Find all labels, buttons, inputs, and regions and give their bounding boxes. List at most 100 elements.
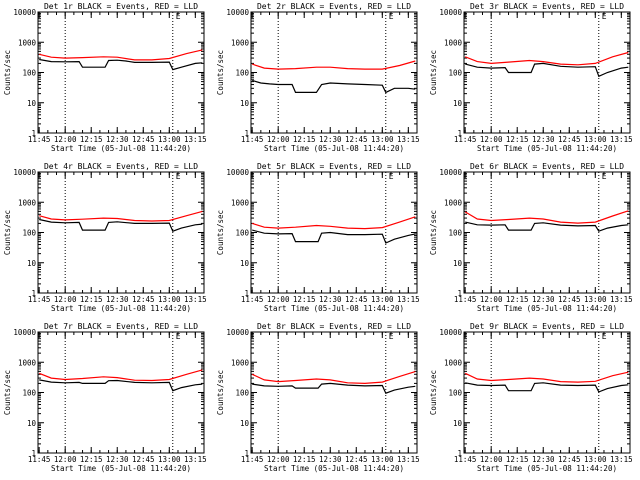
series-lld-line bbox=[38, 369, 203, 382]
x-tick-label: 12:30 bbox=[319, 295, 342, 304]
x-tick-label: 12:00 bbox=[480, 455, 503, 464]
panel-det-9r: 1 10 100 1000 10000 11:45 12:00 12:15 12:30 12:45… bbox=[429, 322, 633, 473]
x-tick-label: 12:45 bbox=[132, 455, 155, 464]
x-tick-label: 13:00 bbox=[584, 135, 607, 144]
series-lld-line bbox=[39, 210, 203, 222]
x-axis-label: Start Time (05-Jul-08 11:44:20) bbox=[51, 464, 191, 473]
series-events-line bbox=[39, 58, 203, 71]
x-tick-label: 13:15 bbox=[397, 455, 420, 464]
series-events-line bbox=[252, 79, 416, 94]
y-tick-label: 10 bbox=[453, 259, 463, 268]
panel-title: Det 4r BLACK = Events, RED = LLD bbox=[44, 162, 198, 171]
y-tick-label: 100 bbox=[22, 69, 36, 78]
plot-frame bbox=[463, 331, 631, 454]
y-tick-label: 10 bbox=[27, 419, 37, 428]
x-tick-label: 12:45 bbox=[558, 135, 581, 144]
y-tick-label: 1000 bbox=[444, 358, 463, 367]
top-marker-label: E bbox=[602, 172, 607, 181]
y-axis-label: Counts/sec bbox=[3, 210, 12, 255]
x-tick-label: 13:15 bbox=[184, 135, 207, 144]
y-tick-label: 10 bbox=[240, 99, 250, 108]
x-tick-label: 11:45 bbox=[241, 295, 264, 304]
top-marker-label: E bbox=[176, 332, 181, 341]
x-axis-label: Start Time (05-Jul-08 11:44:20) bbox=[477, 144, 617, 153]
panel-title: Det 1r BLACK = Events, RED = LLD bbox=[44, 2, 198, 11]
panel-title: Det 3r BLACK = Events, RED = LLD bbox=[470, 2, 624, 11]
x-tick-label: 13:15 bbox=[397, 135, 420, 144]
plot-frame bbox=[250, 11, 418, 134]
x-tick-label: 11:45 bbox=[28, 135, 51, 144]
y-tick-label: 1000 bbox=[18, 198, 37, 207]
top-marker-label: E bbox=[176, 172, 181, 181]
x-tick-label: 12:30 bbox=[319, 135, 342, 144]
top-marker-label: E bbox=[176, 12, 181, 21]
y-tick-label: 1 bbox=[244, 449, 249, 458]
x-axis-label: Start Time (05-Jul-08 11:44:20) bbox=[477, 304, 617, 313]
x-axis-label: Start Time (05-Jul-08 11:44:20) bbox=[51, 304, 191, 313]
y-tick-label: 100 bbox=[22, 389, 36, 398]
y-tick-label: 1 bbox=[31, 289, 36, 298]
x-tick-label: 13:15 bbox=[184, 455, 207, 464]
panel-title: Det 2r BLACK = Events, RED = LLD bbox=[257, 2, 411, 11]
panel-det-1r: 1 10 100 1000 10000 11:45 12:00 12:15 12:30 12:45… bbox=[3, 2, 207, 153]
x-tick-label: 12:00 bbox=[267, 455, 290, 464]
panel-det-6r: 1 10 100 1000 10000 11:45 12:00 12:15 12:30 12:45… bbox=[429, 162, 633, 313]
series-events-line bbox=[39, 379, 203, 392]
top-marker-label: E bbox=[602, 12, 607, 21]
y-tick-label: 1000 bbox=[231, 38, 250, 47]
series-lld-line bbox=[464, 210, 629, 224]
y-tick-label: 1000 bbox=[444, 38, 463, 47]
panel-title: Det 9r BLACK = Events, RED = LLD bbox=[470, 322, 624, 331]
x-axis-label: Start Time (05-Jul-08 11:44:20) bbox=[51, 144, 191, 153]
top-marker-label: E bbox=[389, 332, 394, 341]
x-axis-label: Start Time (05-Jul-08 11:44:20) bbox=[264, 304, 404, 313]
series-lld-line bbox=[252, 60, 416, 70]
y-tick-label: 10000 bbox=[226, 8, 249, 17]
y-tick-label: 100 bbox=[448, 229, 462, 238]
x-tick-label: 12:15 bbox=[293, 455, 316, 464]
y-tick-label: 1 bbox=[31, 129, 36, 138]
x-tick-label: 12:15 bbox=[506, 295, 529, 304]
y-tick-label: 1000 bbox=[18, 38, 37, 47]
series-events-line bbox=[39, 218, 203, 232]
x-axis-label: Start Time (05-Jul-08 11:44:20) bbox=[264, 144, 404, 153]
x-tick-label: 12:45 bbox=[345, 295, 368, 304]
x-tick-label: 11:45 bbox=[454, 135, 477, 144]
y-tick-label: 10000 bbox=[13, 328, 36, 337]
x-tick-label: 13:15 bbox=[610, 455, 633, 464]
x-tick-label: 12:15 bbox=[80, 295, 103, 304]
x-tick-label: 12:00 bbox=[267, 295, 290, 304]
y-tick-label: 100 bbox=[235, 229, 249, 238]
x-tick-label: 13:00 bbox=[158, 295, 181, 304]
y-axis-label: Counts/sec bbox=[216, 210, 225, 255]
series-lld-line bbox=[464, 371, 629, 383]
x-tick-label: 13:15 bbox=[610, 135, 633, 144]
y-tick-label: 10000 bbox=[226, 168, 249, 177]
x-tick-label: 12:30 bbox=[532, 455, 555, 464]
y-tick-label: 1000 bbox=[231, 198, 250, 207]
x-tick-label: 12:45 bbox=[132, 135, 155, 144]
x-tick-label: 12:45 bbox=[558, 455, 581, 464]
y-tick-label: 100 bbox=[448, 389, 462, 398]
y-tick-label: 10000 bbox=[226, 328, 249, 337]
y-tick-label: 10000 bbox=[439, 168, 462, 177]
x-tick-label: 12:15 bbox=[293, 135, 316, 144]
x-tick-label: 12:45 bbox=[132, 295, 155, 304]
y-tick-label: 1 bbox=[244, 289, 249, 298]
y-tick-label: 10 bbox=[27, 259, 37, 268]
y-tick-label: 10 bbox=[240, 259, 250, 268]
x-tick-label: 12:00 bbox=[480, 295, 503, 304]
x-tick-label: 12:15 bbox=[506, 135, 529, 144]
y-tick-label: 100 bbox=[22, 229, 36, 238]
y-axis-label: Counts/sec bbox=[429, 370, 438, 415]
x-tick-label: 11:45 bbox=[28, 455, 51, 464]
series-lld-line bbox=[464, 51, 629, 66]
y-axis-label: Counts/sec bbox=[3, 50, 12, 95]
x-tick-label: 11:45 bbox=[454, 455, 477, 464]
x-tick-label: 12:30 bbox=[106, 295, 129, 304]
x-tick-label: 13:15 bbox=[610, 295, 633, 304]
x-tick-label: 12:00 bbox=[54, 295, 77, 304]
x-tick-label: 13:15 bbox=[184, 295, 207, 304]
y-tick-label: 1 bbox=[457, 289, 462, 298]
x-tick-label: 12:30 bbox=[532, 295, 555, 304]
